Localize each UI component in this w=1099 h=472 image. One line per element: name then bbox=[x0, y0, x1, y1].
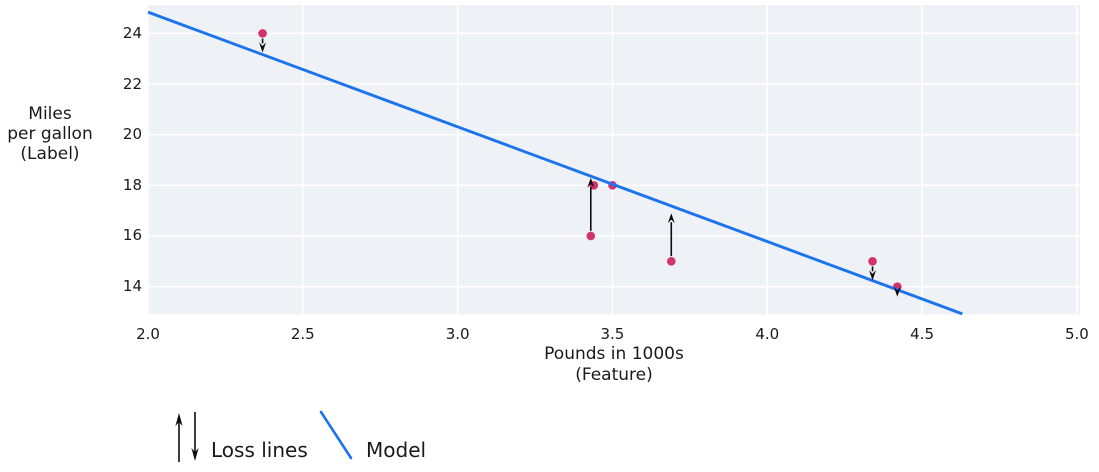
loss-arrow-head bbox=[893, 286, 901, 297]
plot-area bbox=[148, 5, 1080, 315]
model-legend-icon bbox=[319, 410, 353, 460]
x-tick-label: 3.0 bbox=[445, 325, 470, 343]
data-point bbox=[666, 257, 676, 266]
x-tick-label: 3.5 bbox=[600, 325, 625, 343]
x-tick-label: 2.0 bbox=[136, 325, 160, 343]
loss-arrow-head bbox=[587, 177, 595, 188]
x-tick-label: 2.5 bbox=[290, 325, 315, 343]
y-tick-label: 18 bbox=[122, 175, 142, 194]
loss-arrow-head bbox=[869, 270, 877, 281]
model-line bbox=[147, 10, 963, 316]
loss-lines-legend-label: Loss lines bbox=[211, 438, 308, 462]
model-legend-label: Model bbox=[366, 438, 427, 462]
x-axis-label-line: (Feature) bbox=[575, 365, 653, 385]
y-axis-label-line: per gallon bbox=[7, 124, 93, 144]
y-tick-label: 24 bbox=[122, 23, 142, 42]
x-tick-label: 5.0 bbox=[1064, 325, 1089, 343]
loss-lines-legend-icon bbox=[175, 412, 199, 462]
y-tick-label: 20 bbox=[122, 125, 142, 144]
x-axis-label-line: Pounds in 1000s bbox=[544, 344, 684, 364]
y-axis-label: Miles per gallon (Label) bbox=[0, 104, 100, 164]
y-tick-label: 16 bbox=[122, 226, 142, 245]
loss-arrow-head bbox=[259, 42, 267, 53]
x-tick-label: 4.0 bbox=[755, 325, 780, 343]
x-axis-label: Pounds in 1000s (Feature) bbox=[414, 344, 814, 386]
y-tick-label: 22 bbox=[122, 74, 142, 93]
data-point bbox=[258, 29, 267, 38]
x-tick-label: 4.5 bbox=[910, 325, 934, 343]
y-tick-label: 14 bbox=[122, 277, 142, 296]
y-axis-label-line: (Label) bbox=[20, 144, 80, 164]
data-point bbox=[586, 231, 596, 241]
loss-arrow-head bbox=[667, 213, 675, 224]
y-axis-label-line: Miles bbox=[28, 104, 72, 124]
data-point bbox=[868, 257, 877, 266]
